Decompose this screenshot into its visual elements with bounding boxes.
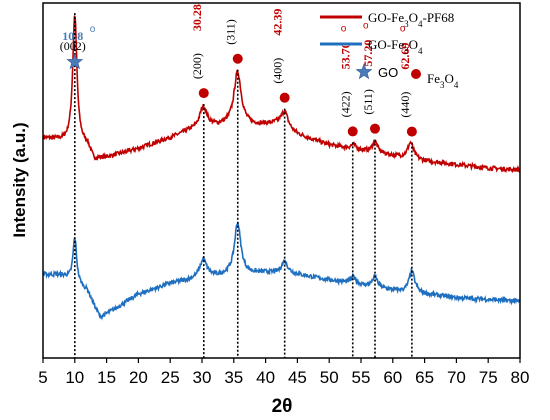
legend: GO-Fe3O4-PF68 GO-Fe3O4 GO Fe3O4 [320, 10, 459, 90]
hkl-label-440: (440) [398, 92, 412, 118]
fe3o4-dot-icon [347, 126, 358, 137]
x-axis-ticks: 5 10 15 20 25 30 35 40 45 50 55 60 65 70 75 80 [38, 358, 529, 387]
x-tick-label-45: 45 [288, 368, 307, 387]
x-tick-label-80: 80 [511, 368, 530, 387]
x-tick-label-50: 50 [320, 368, 339, 387]
hkl-label-311: (311) [224, 19, 238, 45]
plot-frame [42, 2, 521, 359]
go-hkl-label: (002) [60, 39, 86, 53]
go-star-icon [66, 53, 84, 70]
go-peak-degree: o [90, 24, 96, 35]
peak-degree-42.39: o [273, 0, 279, 1]
x-tick-label-5: 5 [38, 368, 47, 387]
hkl-label-200: (200) [190, 53, 204, 79]
fe3o4-dot-icon [279, 92, 290, 103]
x-tick-label-65: 65 [415, 368, 434, 387]
legend-dot-icon [411, 69, 421, 79]
hkl-label-422: (422) [339, 91, 353, 117]
x-tick-label-10: 10 [65, 368, 84, 387]
peak-degree-53.70: o [341, 23, 347, 34]
hkl-label-400: (400) [271, 58, 285, 84]
peak-value-42.39: 42.39 [271, 9, 285, 36]
peak-value-53.70: 53.70 [339, 42, 353, 69]
legend-label-1: GO-Fe3O4 [368, 37, 423, 56]
peak-value-62.69: 62.69 [398, 43, 412, 70]
x-tick-label-15: 15 [97, 368, 116, 387]
x-tick-label-35: 35 [224, 368, 243, 387]
peak-labels-layer: 10.8o(002)(200)30.28o(311)35.62o(400)42.… [60, 0, 412, 118]
y-axis-title: Intensity (a.u.) [10, 122, 29, 237]
curves-layer [42, 15, 521, 321]
peak-degree-62.69: o [400, 24, 406, 35]
fe3o4-dot-icon [406, 126, 417, 137]
drop-lines-layer [74, 13, 413, 358]
peak-value-57.20: 57.20 [361, 40, 375, 67]
fe3o4-dot-icon [369, 123, 380, 134]
fe3o4-dot-icon [198, 88, 209, 99]
legend-fe3o4-label: Fe3O4 [427, 71, 459, 90]
x-tick-label-60: 60 [383, 368, 402, 387]
series-line-go-fe3o4-pf68 [42, 15, 521, 174]
x-tick-label-30: 30 [193, 368, 212, 387]
x-tick-label-40: 40 [256, 368, 275, 387]
x-tick-label-70: 70 [447, 368, 466, 387]
x-tick-label-25: 25 [161, 368, 180, 387]
markers-layer [66, 53, 417, 137]
legend-star-icon [355, 63, 373, 80]
go-peak-value: 10.8 [62, 29, 83, 43]
peak-value-30.28: 30.28 [190, 4, 204, 31]
fe3o4-dot-icon [232, 53, 243, 64]
x-tick-label-55: 55 [352, 368, 371, 387]
series-line-go-fe3o4 [42, 222, 520, 321]
legend-label-0: GO-Fe3O4-PF68 [368, 10, 454, 29]
x-axis-title: 2θ [272, 396, 293, 417]
legend-go-label: GO [378, 65, 398, 80]
x-tick-label-75: 75 [479, 368, 498, 387]
peak-degree-57.20: o [363, 21, 369, 32]
x-tick-label-20: 20 [129, 368, 148, 387]
hkl-label-511: (511) [361, 89, 375, 115]
